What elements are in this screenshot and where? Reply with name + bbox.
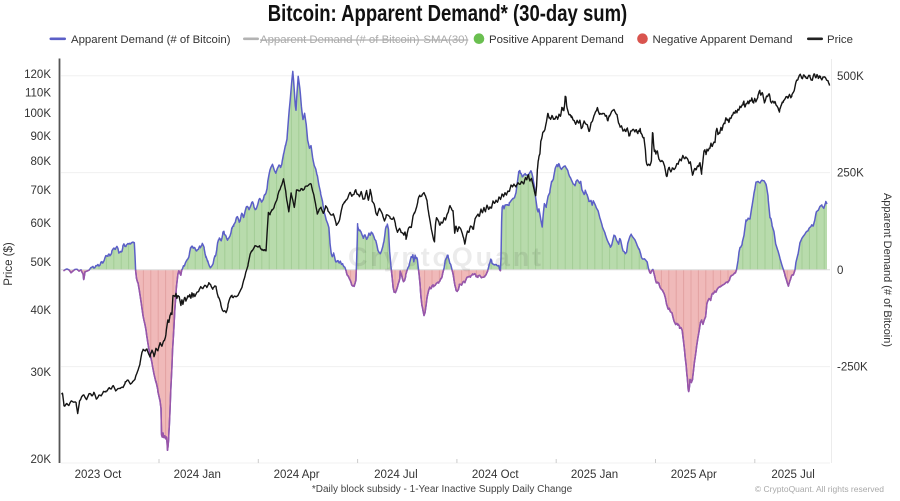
svg-text:20K: 20K (31, 454, 52, 466)
svg-text:2024 Jan: 2024 Jan (174, 469, 221, 481)
svg-text:Apparent Demand (# of Bitcoin): Apparent Demand (# of Bitcoin) (881, 193, 893, 347)
svg-text:2025 Jul: 2025 Jul (771, 469, 814, 481)
svg-text:Positive Apparent Demand: Positive Apparent Demand (489, 34, 624, 46)
svg-text:70K: 70K (31, 185, 52, 197)
svg-text:2023 Oct: 2023 Oct (75, 469, 122, 481)
svg-text:© CryptoQuant. All rights rese: © CryptoQuant. All rights reserved (755, 484, 884, 494)
svg-text:110K: 110K (25, 88, 51, 100)
svg-text:Bitcoin: Apparent Demand* (30-: Bitcoin: Apparent Demand* (30-day sum) (268, 1, 627, 27)
svg-text:0: 0 (837, 265, 843, 277)
svg-text:60K: 60K (31, 218, 52, 230)
svg-text:2024 Jul: 2024 Jul (374, 469, 417, 481)
svg-text:Price ($): Price ($) (3, 242, 15, 286)
svg-text:Apparent Demand (# of Bitcoin): Apparent Demand (# of Bitcoin) (71, 34, 231, 46)
svg-text:2025 Apr: 2025 Apr (671, 469, 717, 481)
svg-text:Apparent Demand (# of Bitcoin): Apparent Demand (# of Bitcoin)-SMA(30) (260, 34, 468, 46)
svg-text:90K: 90K (31, 131, 52, 143)
svg-text:250K: 250K (837, 168, 864, 180)
svg-text:80K: 80K (31, 156, 52, 168)
svg-text:2024 Apr: 2024 Apr (274, 469, 320, 481)
svg-text:50K: 50K (31, 257, 52, 269)
svg-text:500K: 500K (837, 71, 864, 83)
svg-text:Negative Apparent Demand: Negative Apparent Demand (653, 34, 793, 46)
svg-text:120K: 120K (24, 69, 51, 81)
svg-text:40K: 40K (31, 305, 52, 317)
svg-text:2025 Jan: 2025 Jan (571, 469, 618, 481)
svg-text:2024 Oct: 2024 Oct (472, 469, 519, 481)
svg-text:100K: 100K (24, 108, 51, 120)
svg-text:-250K: -250K (837, 362, 868, 374)
svg-text:*Daily block subsidy - 1-Year: *Daily block subsidy - 1-Year Inactive S… (312, 484, 573, 495)
svg-text:30K: 30K (31, 367, 52, 379)
svg-text:Price: Price (827, 34, 853, 46)
